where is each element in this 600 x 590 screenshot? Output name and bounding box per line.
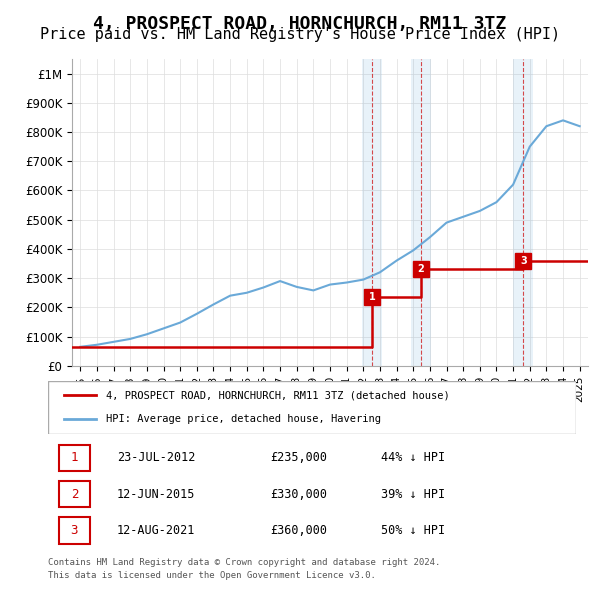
FancyBboxPatch shape [59,481,90,507]
FancyBboxPatch shape [48,381,576,434]
Text: 2: 2 [417,264,424,274]
Text: Price paid vs. HM Land Registry's House Price Index (HPI): Price paid vs. HM Land Registry's House … [40,27,560,41]
Text: 3: 3 [71,524,78,537]
Text: 39% ↓ HPI: 39% ↓ HPI [380,487,445,501]
Text: 2: 2 [71,487,78,501]
FancyBboxPatch shape [59,445,90,471]
Text: £330,000: £330,000 [270,487,327,501]
Text: 4, PROSPECT ROAD, HORNCHURCH, RM11 3TZ (detached house): 4, PROSPECT ROAD, HORNCHURCH, RM11 3TZ (… [106,391,450,401]
Text: 3: 3 [520,255,527,266]
Text: 50% ↓ HPI: 50% ↓ HPI [380,524,445,537]
Bar [362,59,382,366]
Text: 12-JUN-2015: 12-JUN-2015 [116,487,195,501]
Text: 4, PROSPECT ROAD, HORNCHURCH, RM11 3TZ: 4, PROSPECT ROAD, HORNCHURCH, RM11 3TZ [94,15,506,33]
Bar [410,59,431,366]
Text: 23-JUL-2012: 23-JUL-2012 [116,451,195,464]
Text: Contains HM Land Registry data © Crown copyright and database right 2024.: Contains HM Land Registry data © Crown c… [48,558,440,566]
Bar [513,59,533,366]
Text: £360,000: £360,000 [270,524,327,537]
Text: This data is licensed under the Open Government Licence v3.0.: This data is licensed under the Open Gov… [48,571,376,580]
Text: £235,000: £235,000 [270,451,327,464]
Text: 1: 1 [369,292,376,302]
Text: 12-AUG-2021: 12-AUG-2021 [116,524,195,537]
Text: 1: 1 [71,451,78,464]
FancyBboxPatch shape [59,517,90,543]
Text: 44% ↓ HPI: 44% ↓ HPI [380,451,445,464]
Text: HPI: Average price, detached house, Havering: HPI: Average price, detached house, Have… [106,414,381,424]
